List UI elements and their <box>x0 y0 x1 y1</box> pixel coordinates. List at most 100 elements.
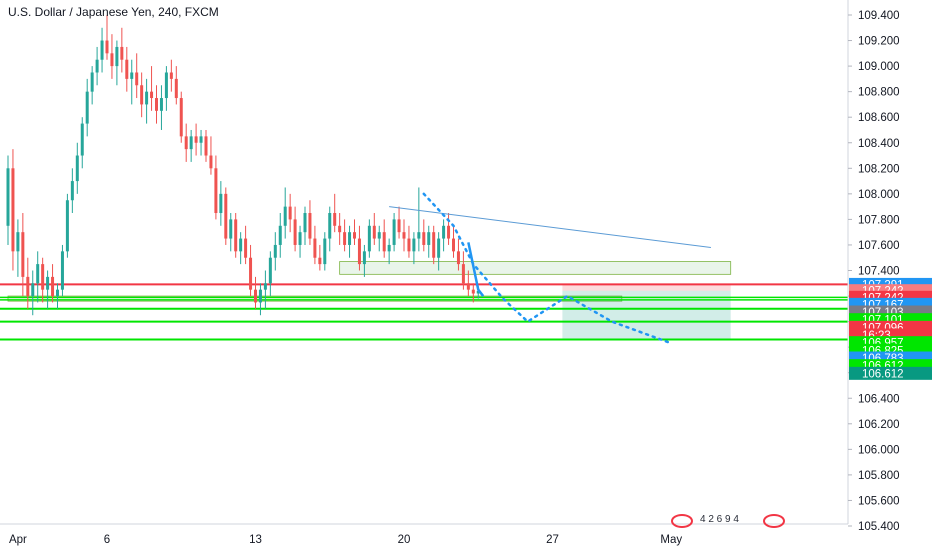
candle-body-32 <box>164 72 168 99</box>
y-tick-label-9: 107.600 <box>858 240 900 252</box>
candle-body-14 <box>75 155 79 182</box>
candle-body-30 <box>155 98 158 111</box>
candle-body-78 <box>392 219 396 245</box>
x-tick-label-5: May <box>660 534 682 546</box>
y-tick-label-0: 109.400 <box>858 10 900 22</box>
candle-body-3 <box>21 232 25 277</box>
candle-body-71 <box>357 238 361 265</box>
candle-body-84 <box>422 232 426 245</box>
candle-body-93 <box>466 283 470 290</box>
candle-body-5 <box>31 283 35 297</box>
candle-body-4 <box>26 276 30 297</box>
y-tick-label-16: 106.200 <box>858 419 900 431</box>
candle-body-76 <box>382 232 386 252</box>
candle-body-44 <box>224 193 228 239</box>
y-tick-label-20: 105.400 <box>858 521 900 533</box>
candle-body-20 <box>105 40 109 54</box>
candle-body-47 <box>239 238 243 252</box>
candle-body-95 <box>476 290 480 294</box>
x-tick-label-0: Apr <box>9 534 27 546</box>
y-tick-label-15: 106.400 <box>858 393 900 405</box>
price-label-12: 106.612 <box>862 368 904 380</box>
candle-body-19 <box>100 40 104 60</box>
candle-body-52 <box>263 283 267 290</box>
candle-body-82 <box>412 238 416 252</box>
watermark-logo: 4 2 6 9 4 <box>671 514 785 528</box>
candle-body-88 <box>442 225 446 239</box>
candle-body-29 <box>150 91 154 99</box>
y-tick-label-5: 108.400 <box>858 138 900 150</box>
x-tick-label-4: 27 <box>546 534 559 546</box>
candle-body-17 <box>90 72 94 92</box>
candle-body-73 <box>367 225 371 252</box>
candle-body-91 <box>456 251 460 265</box>
candle-body-22 <box>115 46 119 67</box>
candle-body-94 <box>471 289 475 294</box>
position-target-zone <box>562 290 731 340</box>
candle-body-61 <box>308 213 312 239</box>
candle-body-83 <box>417 232 421 239</box>
chart-title: U.S. Dollar / Japanese Yen, 240, FXCM <box>8 5 219 19</box>
candle-body-63 <box>318 257 322 265</box>
candle-body-55 <box>278 225 282 245</box>
candle-body-18 <box>95 59 99 73</box>
zone-1 <box>7 295 623 302</box>
y-tick-label-19: 105.600 <box>858 495 900 507</box>
candle-body-42 <box>214 168 218 214</box>
candle-body-92 <box>461 264 465 284</box>
candle-body-1 <box>11 168 15 252</box>
candle-body-7 <box>41 264 45 290</box>
projection-path <box>467 242 485 297</box>
candle-body-75 <box>377 232 381 239</box>
candle-body-27 <box>140 85 144 105</box>
candle-body-57 <box>288 206 292 220</box>
x-tick-label-1: 6 <box>104 534 110 546</box>
candle-body-21 <box>110 53 114 67</box>
candle-body-64 <box>323 238 327 265</box>
candle-body-85 <box>427 232 431 245</box>
position-stop-zone <box>562 284 731 291</box>
candle-body-2 <box>16 232 20 252</box>
candle-body-40 <box>204 136 208 156</box>
candle-body-10 <box>56 289 59 297</box>
candle-body-58 <box>293 219 297 245</box>
candle-body-36 <box>184 136 188 150</box>
candle-body-79 <box>397 219 401 233</box>
candle-body-54 <box>273 244 277 258</box>
candle-body-70 <box>353 232 356 239</box>
candle-body-33 <box>169 72 173 79</box>
watermark-swirl-1 <box>671 514 693 528</box>
candle-body-28 <box>145 91 149 105</box>
x-axis[interactable]: Apr 6 13 20 27 May <box>9 534 682 546</box>
x-tick-label-3: 20 <box>398 534 411 546</box>
candle-body-69 <box>348 232 352 245</box>
candle-body-31 <box>159 98 163 111</box>
candle-body-0 <box>6 168 10 226</box>
candle-body-41 <box>209 155 213 169</box>
y-tick-label-17: 106.000 <box>858 444 900 456</box>
candle-body-23 <box>120 46 124 60</box>
candle-body-67 <box>338 225 342 233</box>
candle-body-43 <box>219 193 223 214</box>
y-tick-label-1: 109.200 <box>858 36 900 48</box>
candle-body-25 <box>130 72 134 79</box>
candle-body-80 <box>402 232 406 239</box>
candle-body-72 <box>362 251 366 265</box>
candle-body-45 <box>229 219 233 239</box>
candle-body-34 <box>174 78 178 99</box>
candle-body-87 <box>437 238 441 258</box>
candle-body-46 <box>234 219 238 252</box>
candle-body-49 <box>249 257 253 290</box>
candle-body-77 <box>387 244 391 252</box>
candle-body-6 <box>36 264 40 284</box>
candles-layer <box>6 15 480 316</box>
candle-body-66 <box>333 213 337 226</box>
candle-body-26 <box>135 72 139 86</box>
zone-0 <box>339 261 732 275</box>
watermark-text: 4 2 6 9 4 <box>700 514 739 525</box>
candle-body-53 <box>268 257 272 284</box>
candle-body-38 <box>194 136 198 143</box>
candle-body-11 <box>60 251 64 290</box>
candle-body-24 <box>125 59 129 79</box>
